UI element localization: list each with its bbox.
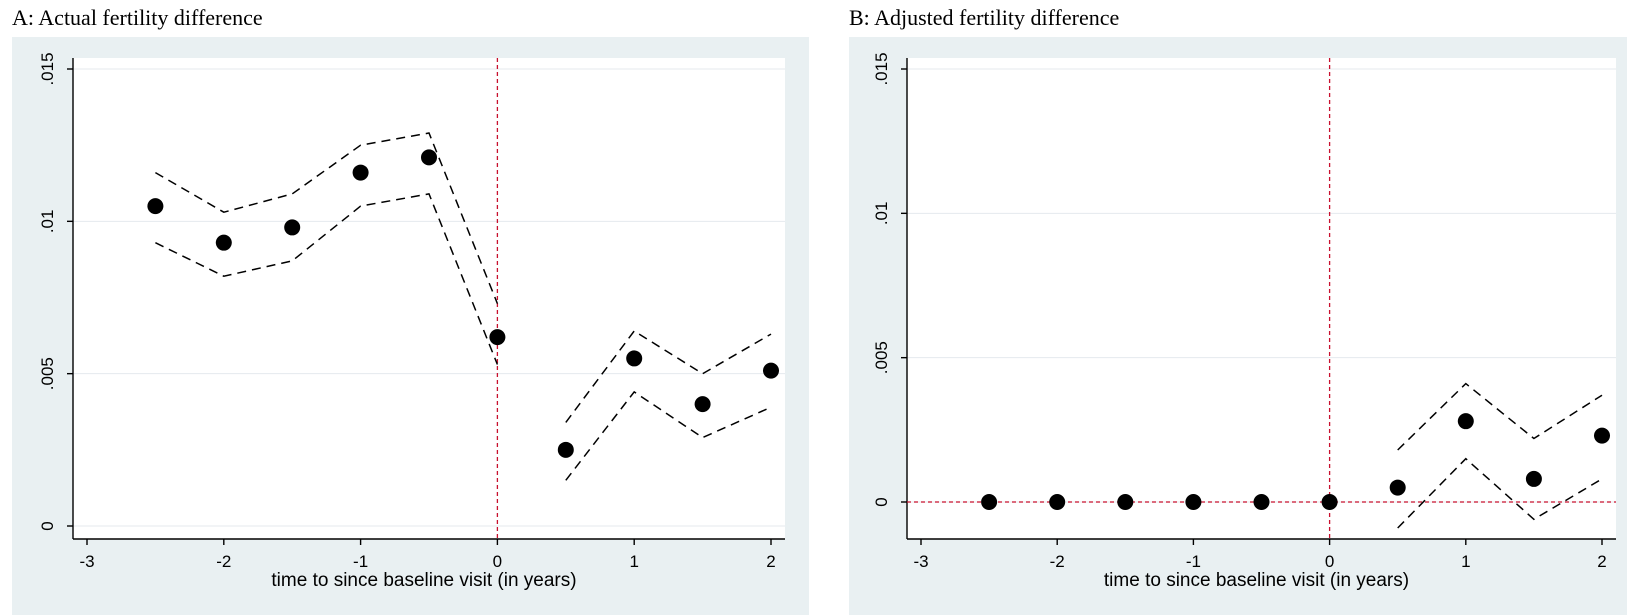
panel-a-x-tick-label-2: -1 — [353, 552, 368, 571]
panel-b-upper-ci-line-0 — [1397, 382, 1603, 451]
panel-b-estimate-point-6 — [1389, 479, 1406, 496]
panel-a-estimate-point-4 — [421, 149, 437, 166]
panel-b-y-tick-label-3: .015 — [872, 52, 891, 85]
panel-b-y-tick-label-1: .005 — [872, 341, 891, 374]
panel-b-x-tick-label-5: 2 — [1597, 552, 1606, 571]
panel-b-estimate-point-4 — [1253, 494, 1270, 510]
panel-b-estimate-point-2 — [1117, 494, 1134, 510]
panel-a-estimate-point-0 — [147, 198, 164, 215]
panel-a-upper-ci-line-1 — [565, 329, 772, 423]
panel-a-title: A: Actual fertility difference — [12, 5, 263, 30]
panel-b-estimate-point-0 — [981, 494, 998, 510]
panel-b-title: B: Adjusted fertility difference — [849, 5, 1119, 30]
panel-b-x-tick-label-3: 0 — [1325, 552, 1334, 571]
panel-b-x-tick-label-0: -3 — [913, 552, 928, 571]
panel-a-x-tick-label-1: -2 — [216, 552, 231, 571]
panel-a-y-tick-label-1: .005 — [38, 357, 57, 390]
panel-a-x-tick-label-0: -3 — [79, 552, 94, 571]
panel-a-estimate-point-3 — [352, 164, 369, 181]
panel-a-x-tick-label-5: 2 — [766, 552, 775, 571]
panel-b-estimate-point-7 — [1457, 413, 1474, 430]
panel-a: A: Actual fertility difference 0 .005 .01 .0… — [12, 5, 809, 615]
panel-a-x-tick-label-4: 1 — [629, 552, 638, 571]
panel-b-y-tick-label-0: 0 — [872, 497, 891, 506]
panel-a-estimate-point-8 — [694, 396, 711, 413]
panel-b-estimate-point-3 — [1185, 494, 1202, 510]
panel-b-lower-ci-line-0 — [1397, 457, 1603, 529]
panel-b-estimate-point-8 — [1525, 470, 1542, 487]
panel-a-estimate-point-2 — [284, 219, 301, 236]
panel-b-estimate-point-5 — [1321, 494, 1338, 510]
panel-b: B: Adjusted fertility difference 0 .005 .01… — [849, 5, 1627, 615]
panel-b-y-tick-label-2: .01 — [872, 202, 891, 226]
panel-a-estimate-point-1 — [215, 234, 232, 251]
panel-a-lower-ci-line-0 — [155, 193, 499, 365]
panel-b-plot-area — [907, 58, 1616, 539]
panel-a-y-tick-label-2: .01 — [38, 210, 57, 234]
panel-a-lower-ci-line-1 — [565, 390, 772, 481]
panel-b-x-axis-title: time to since baseline visit (in years) — [1104, 570, 1409, 591]
panel-b-x-tick-label-1: -2 — [1050, 552, 1065, 571]
panel-b-estimate-point-9 — [1594, 427, 1610, 444]
panel-a-upper-ci-line-0 — [155, 132, 499, 304]
panel-a-plot-area — [73, 58, 785, 539]
panel-a-estimate-point-9 — [763, 362, 779, 379]
panel-a-x-axis-title: time to since baseline visit (in years) — [271, 570, 576, 591]
panel-a-estimate-point-6 — [557, 441, 574, 458]
panel-a-estimate-point-5 — [489, 329, 506, 346]
panel-a-estimate-point-7 — [626, 350, 643, 367]
panel-b-x-tick-label-2: -1 — [1186, 552, 1201, 571]
panel-b-x-tick-label-4: 1 — [1461, 552, 1470, 571]
panel-b-estimate-point-1 — [1049, 494, 1066, 510]
panel-a-x-tick-label-3: 0 — [493, 552, 502, 571]
panel-a-y-tick-label-0: 0 — [38, 521, 57, 530]
panel-a-y-tick-label-3: .015 — [38, 52, 57, 85]
